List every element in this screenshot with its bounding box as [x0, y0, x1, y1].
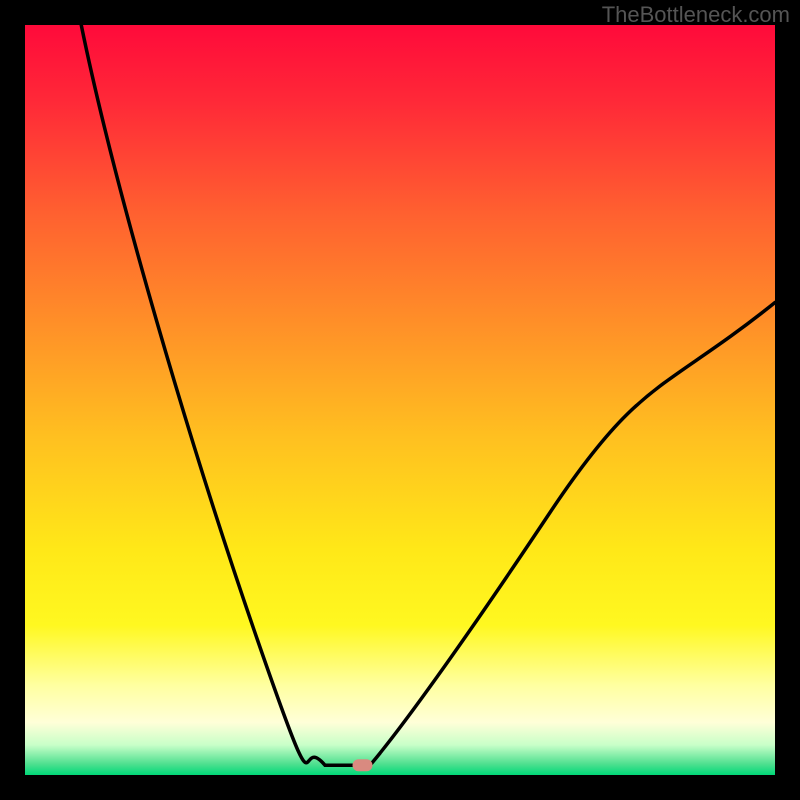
chart-background	[25, 25, 775, 775]
chart-container: TheBottleneck.com	[0, 0, 800, 800]
bottleneck-chart	[0, 0, 800, 800]
watermark-text: TheBottleneck.com	[602, 2, 790, 28]
optimum-marker	[353, 759, 373, 771]
